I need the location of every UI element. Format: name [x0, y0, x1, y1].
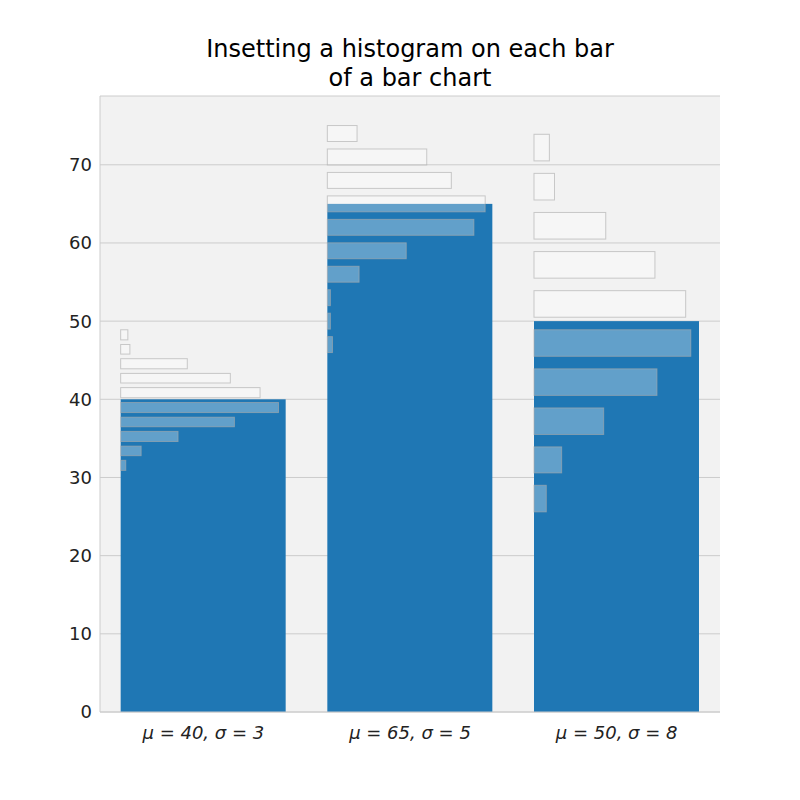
svg-text:μ = 65, σ = 5: μ = 65, σ = 5: [348, 722, 471, 743]
svg-text:μ = 40, σ = 3: μ = 40, σ = 3: [141, 722, 264, 743]
svg-text:60: 60: [69, 232, 92, 253]
html-text:of a bar chart: of a bar chart: [328, 64, 492, 92]
svg-text:40: 40: [69, 389, 92, 410]
svg-text:70: 70: [69, 154, 92, 175]
svg-text:20: 20: [69, 545, 92, 566]
svg-text:0: 0: [81, 701, 92, 722]
svg-text:μ = 50, σ = 8: μ = 50, σ = 8: [555, 722, 678, 743]
svg-text:50: 50: [69, 311, 92, 332]
svg-text:30: 30: [69, 467, 92, 488]
svg-text:10: 10: [69, 623, 92, 644]
html-text:Insetting a histogram on each: Insetting a histogram on each bar: [206, 35, 614, 63]
